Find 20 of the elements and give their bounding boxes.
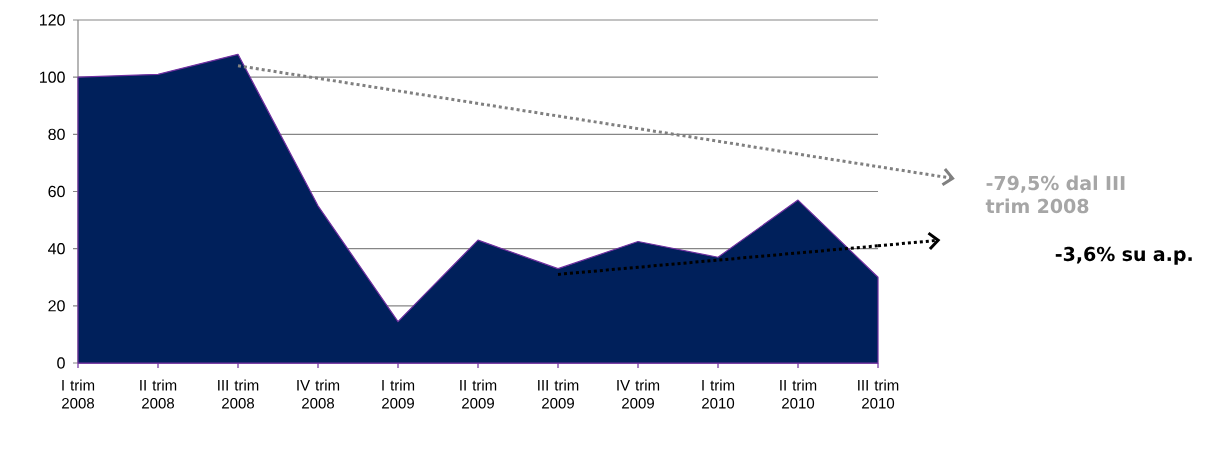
x-tick-label: IV trim 2009 bbox=[617, 379, 660, 409]
y-tick-label: 40 bbox=[48, 243, 65, 255]
x-tick-label: I trim 2009 bbox=[382, 379, 415, 409]
text: -79,5% dal III trim 2008 bbox=[985, 175, 1125, 214]
y-tick-label: 100 bbox=[40, 71, 65, 83]
y-tick-label: 20 bbox=[48, 300, 65, 312]
x-tick-label: III trim 2008 bbox=[218, 379, 259, 409]
x-tick-label: III trim 2009 bbox=[538, 379, 579, 409]
y-tick-label: 60 bbox=[48, 185, 65, 198]
x-tick-label: II trim 2009 bbox=[460, 379, 497, 409]
x-tick-label: III trim 2010 bbox=[858, 379, 899, 409]
x-tick-label: II trim 2010 bbox=[780, 379, 817, 409]
y-tick-label: 120 bbox=[40, 14, 65, 26]
x-tick-label: II trim 2008 bbox=[140, 379, 177, 409]
x-tick-label: I trim 2008 bbox=[62, 379, 95, 409]
text: -3,6% su a.p. bbox=[1055, 246, 1192, 265]
y-tick-label: 80 bbox=[48, 128, 65, 140]
x-tick-label: IV trim 2008 bbox=[297, 379, 340, 409]
x-tick-label: I trim 2010 bbox=[702, 379, 735, 409]
y-tick-label: 0 bbox=[57, 357, 65, 369]
